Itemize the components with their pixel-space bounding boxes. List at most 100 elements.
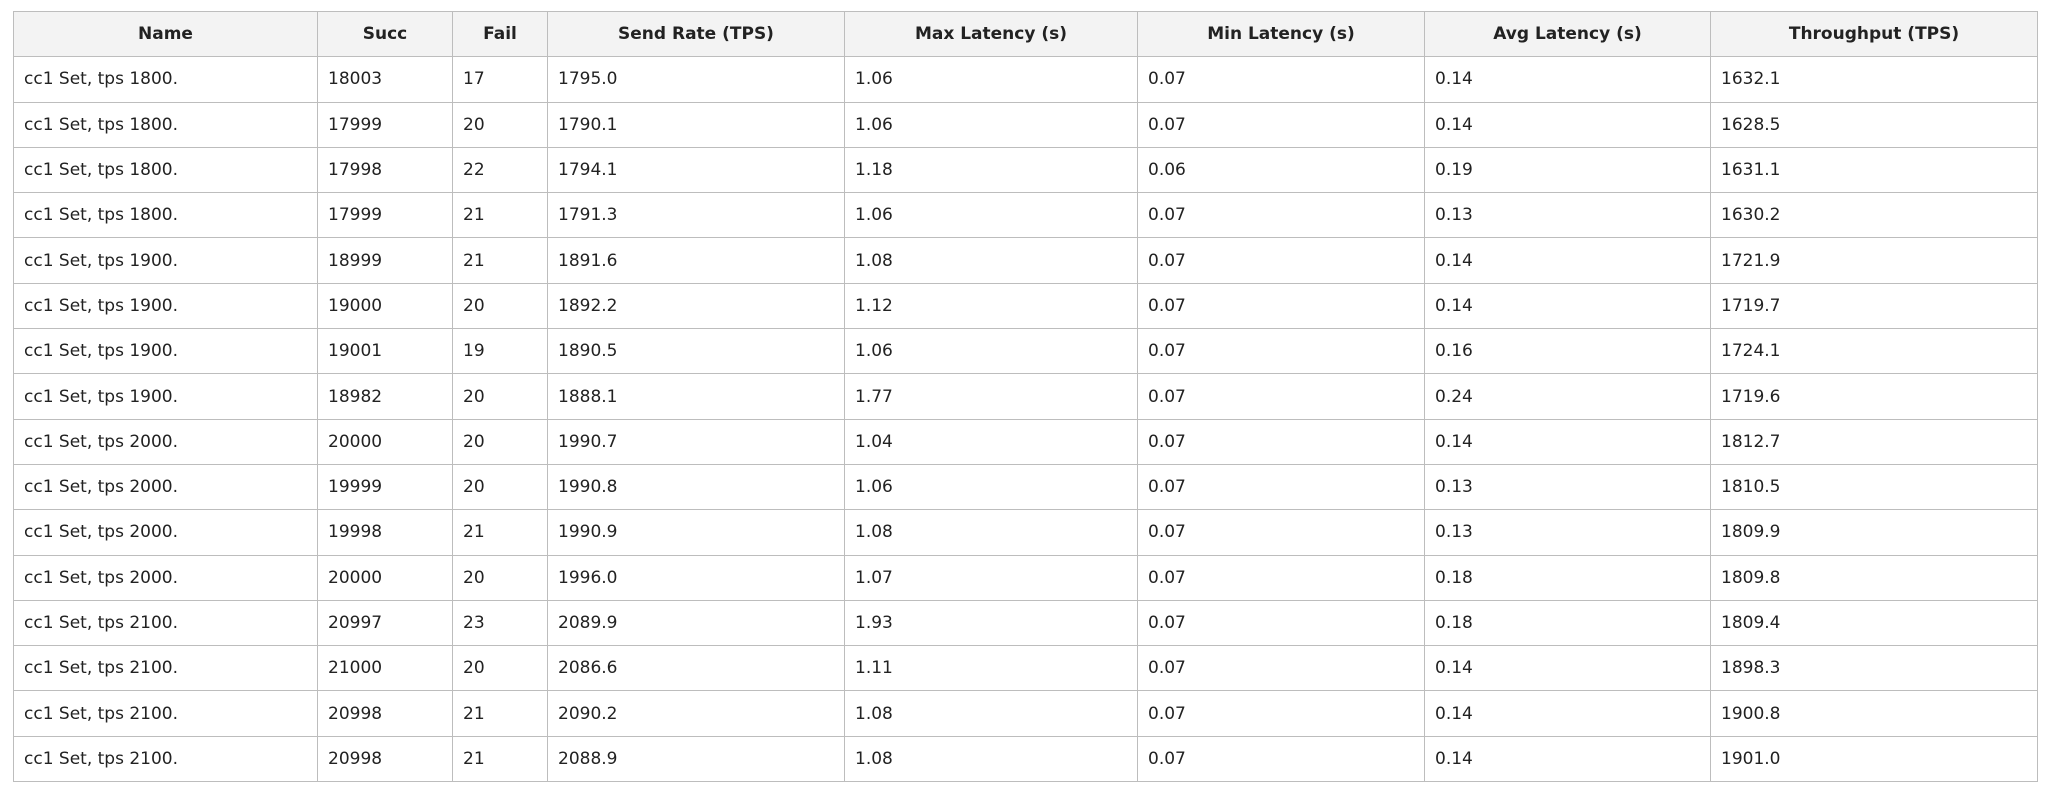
cell-min-latency: 0.07: [1137, 101, 1425, 148]
header-fail: Fail: [452, 10, 548, 58]
cell-fail: 20: [452, 373, 548, 420]
cell-avg-latency: 0.14: [1424, 56, 1711, 103]
cell-succ: 20000: [317, 418, 453, 465]
cell-name: cc1 Set, tps 1900.: [13, 237, 318, 284]
cell-min-latency: 0.07: [1137, 690, 1425, 737]
table-row: cc1 Set, tps 2000. 19998 21 1990.9 1.08 0.07 0…: [13, 509, 2038, 556]
cell-max-latency: 1.08: [844, 237, 1138, 284]
cell-send-rate: 1996.0: [547, 554, 845, 601]
cell-succ: 18982: [317, 373, 453, 420]
cell-name: cc1 Set, tps 1800.: [13, 101, 318, 148]
cell-min-latency: 0.07: [1137, 463, 1425, 511]
cell-name: cc1 Set, tps 2000.: [13, 509, 318, 556]
table-row: cc1 Set, tps 1800. 17999 21 1791.3 1.06 0.07 0…: [13, 192, 2038, 239]
table-row: cc1 Set, tps 1900. 18999 21 1891.6 1.08 0.07 0…: [13, 237, 2038, 284]
cell-succ: 20000: [317, 554, 453, 601]
cell-avg-latency: 0.14: [1424, 237, 1711, 284]
cell-avg-latency: 0.14: [1424, 101, 1711, 148]
cell-send-rate: 2086.6: [547, 645, 845, 692]
cell-throughput: 1719.6: [1710, 373, 2038, 420]
header-row: Name Succ Fail Send Rate (TPS) Max Laten…: [13, 10, 2038, 58]
cell-succ: 19001: [317, 328, 453, 375]
cell-fail: 22: [452, 146, 548, 194]
table-row: cc1 Set, tps 2100. 20998 21 2088.9 1.08 0.07 0…: [13, 735, 2038, 783]
cell-succ: 17998: [317, 146, 453, 194]
cell-max-latency: 1.06: [844, 56, 1138, 103]
cell-max-latency: 1.06: [844, 463, 1138, 511]
cell-throughput: 1898.3: [1710, 645, 2038, 692]
cell-throughput: 1630.2: [1710, 192, 2038, 239]
cell-max-latency: 1.08: [844, 735, 1138, 783]
header-max-latency: Max Latency (s): [844, 10, 1138, 58]
header-send-rate: Send Rate (TPS): [547, 10, 845, 58]
cell-max-latency: 1.08: [844, 509, 1138, 556]
table-row: cc1 Set, tps 1900. 19000 20 1892.2 1.12 0.07 0…: [13, 282, 2038, 330]
cell-name: cc1 Set, tps 1900.: [13, 328, 318, 375]
header-succ: Succ: [317, 10, 453, 58]
cell-name: cc1 Set, tps 1800.: [13, 146, 318, 194]
cell-succ: 17999: [317, 192, 453, 239]
cell-max-latency: 1.07: [844, 554, 1138, 601]
table-body: cc1 Set, tps 1800. 18003 17 1795.0 1.06 0.07 0…: [13, 56, 2038, 783]
cell-avg-latency: 0.24: [1424, 373, 1711, 420]
table-row: cc1 Set, tps 1900. 19001 19 1890.5 1.06 0.07 0…: [13, 328, 2038, 375]
cell-send-rate: 2089.9: [547, 599, 845, 647]
cell-succ: 20998: [317, 735, 453, 783]
cell-min-latency: 0.07: [1137, 599, 1425, 647]
cell-name: cc1 Set, tps 1900.: [13, 282, 318, 330]
cell-send-rate: 1990.7: [547, 418, 845, 465]
cell-avg-latency: 0.19: [1424, 146, 1711, 194]
cell-send-rate: 1990.9: [547, 509, 845, 556]
table-row: cc1 Set, tps 2000. 20000 20 1990.7 1.04 0.07 0…: [13, 418, 2038, 465]
cell-min-latency: 0.07: [1137, 554, 1425, 601]
cell-min-latency: 0.07: [1137, 328, 1425, 375]
cell-throughput: 1631.1: [1710, 146, 2038, 194]
cell-send-rate: 2090.2: [547, 690, 845, 737]
cell-fail: 21: [452, 509, 548, 556]
cell-fail: 21: [452, 735, 548, 783]
cell-throughput: 1900.8: [1710, 690, 2038, 737]
header-avg-latency: Avg Latency (s): [1424, 10, 1711, 58]
cell-min-latency: 0.07: [1137, 373, 1425, 420]
cell-name: cc1 Set, tps 2000.: [13, 418, 318, 465]
cell-max-latency: 1.93: [844, 599, 1138, 647]
cell-succ: 19000: [317, 282, 453, 330]
cell-succ: 17999: [317, 101, 453, 148]
cell-fail: 21: [452, 690, 548, 737]
cell-throughput: 1809.4: [1710, 599, 2038, 647]
cell-max-latency: 1.11: [844, 645, 1138, 692]
cell-throughput: 1721.9: [1710, 237, 2038, 284]
table-row: cc1 Set, tps 1800. 17998 22 1794.1 1.18 0.06 0…: [13, 146, 2038, 194]
cell-send-rate: 1891.6: [547, 237, 845, 284]
cell-succ: 19998: [317, 509, 453, 556]
cell-name: cc1 Set, tps 2100.: [13, 690, 318, 737]
results-table-container: Name Succ Fail Send Rate (TPS) Max Laten…: [13, 10, 2038, 783]
cell-min-latency: 0.07: [1137, 418, 1425, 465]
cell-fail: 23: [452, 599, 548, 647]
cell-throughput: 1724.1: [1710, 328, 2038, 375]
cell-max-latency: 1.12: [844, 282, 1138, 330]
cell-min-latency: 0.07: [1137, 56, 1425, 103]
cell-name: cc1 Set, tps 2100.: [13, 645, 318, 692]
table-row: cc1 Set, tps 1800. 17999 20 1790.1 1.06 0.07 0…: [13, 101, 2038, 148]
cell-name: cc1 Set, tps 1800.: [13, 56, 318, 103]
cell-fail: 19: [452, 328, 548, 375]
cell-fail: 20: [452, 101, 548, 148]
cell-avg-latency: 0.14: [1424, 645, 1711, 692]
table-row: cc1 Set, tps 1900. 18982 20 1888.1 1.77 0.07 0…: [13, 373, 2038, 420]
cell-throughput: 1809.9: [1710, 509, 2038, 556]
cell-avg-latency: 0.14: [1424, 690, 1711, 737]
cell-avg-latency: 0.14: [1424, 418, 1711, 465]
cell-send-rate: 1990.8: [547, 463, 845, 511]
table-row: cc1 Set, tps 2000. 19999 20 1990.8 1.06 0.07 0…: [13, 463, 2038, 511]
cell-max-latency: 1.18: [844, 146, 1138, 194]
cell-throughput: 1901.0: [1710, 735, 2038, 783]
cell-max-latency: 1.77: [844, 373, 1138, 420]
table-row: cc1 Set, tps 1800. 18003 17 1795.0 1.06 0.07 0…: [13, 56, 2038, 103]
header-min-latency: Min Latency (s): [1137, 10, 1425, 58]
cell-throughput: 1632.1: [1710, 56, 2038, 103]
cell-throughput: 1812.7: [1710, 418, 2038, 465]
cell-throughput: 1809.8: [1710, 554, 2038, 601]
cell-max-latency: 1.06: [844, 192, 1138, 239]
cell-max-latency: 1.06: [844, 328, 1138, 375]
